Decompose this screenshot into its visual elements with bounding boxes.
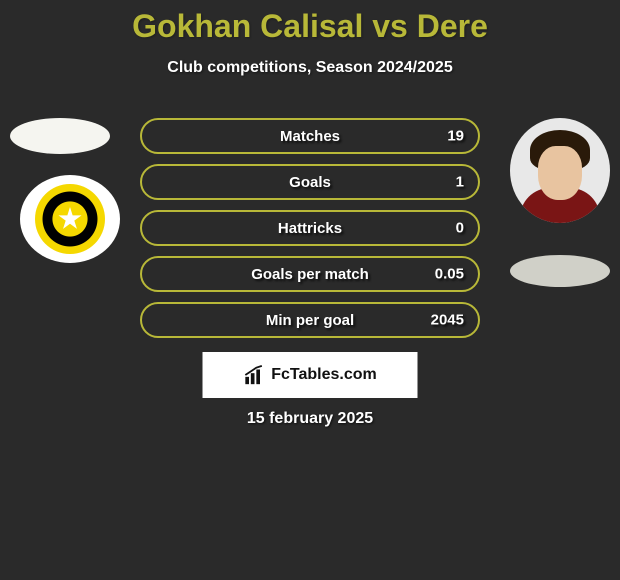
stat-value-right: 0 — [456, 220, 464, 237]
stat-row-matches: Matches 19 — [140, 118, 480, 154]
stat-label: Min per goal — [266, 312, 354, 329]
brand-link[interactable]: FcTables.com — [203, 352, 418, 398]
comparison-card: Gokhan Calisal vs Dere Club competitions… — [0, 0, 620, 580]
page-title: Gokhan Calisal vs Dere — [0, 0, 620, 45]
stat-value-right: 2045 — [431, 312, 464, 329]
comparison-date: 15 february 2025 — [0, 410, 620, 428]
player-left-avatar — [10, 118, 110, 154]
club-crest-icon — [35, 184, 105, 254]
stat-label: Matches — [280, 128, 340, 145]
player-right-avatar — [510, 118, 610, 223]
brand-text: FcTables.com — [271, 366, 377, 384]
player-left-club-crest — [20, 175, 120, 263]
stat-row-min-per-goal: Min per goal 2045 — [140, 302, 480, 338]
stat-value-right: 0.05 — [435, 266, 464, 283]
stat-label: Goals per match — [251, 266, 369, 283]
stat-row-hattricks: Hattricks 0 — [140, 210, 480, 246]
stat-label: Goals — [289, 174, 331, 191]
page-subtitle: Club competitions, Season 2024/2025 — [0, 59, 620, 77]
stat-value-right: 1 — [456, 174, 464, 191]
stats-list: Matches 19 Goals 1 Hattricks 0 Goals per… — [140, 118, 480, 348]
stat-value-right: 19 — [447, 128, 464, 145]
stat-label: Hattricks — [278, 220, 342, 237]
stat-row-goals-per-match: Goals per match 0.05 — [140, 256, 480, 292]
player-right-club-crest — [510, 255, 610, 287]
player-face-icon — [510, 118, 610, 223]
chart-icon — [243, 364, 265, 386]
stat-row-goals: Goals 1 — [140, 164, 480, 200]
